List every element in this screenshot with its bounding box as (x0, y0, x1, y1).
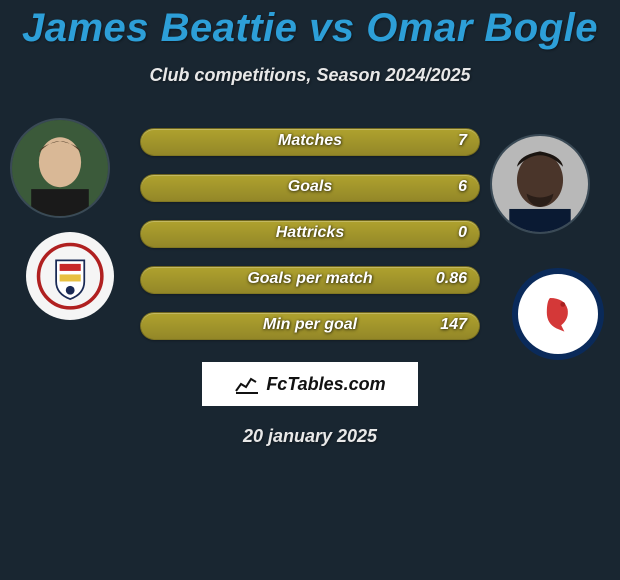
stat-label: Matches (141, 132, 479, 150)
player-right-avatar-icon (492, 136, 588, 232)
stat-label: Hattricks (141, 224, 479, 242)
stat-row: Goals per match 0.86 (140, 266, 480, 294)
stat-row: Goals 6 (140, 174, 480, 202)
club-left-badge (26, 232, 114, 320)
player-left-avatar-icon (12, 120, 108, 216)
stat-bars: Matches 7 Goals 6 Hattricks 0 Goals per … (140, 118, 480, 340)
comparison-panel: Matches 7 Goals 6 Hattricks 0 Goals per … (0, 118, 620, 447)
stat-label: Goals per match (141, 270, 479, 288)
player-left-avatar (10, 118, 110, 218)
club-right-badge-icon (526, 282, 590, 346)
subtitle: Club competitions, Season 2024/2025 (0, 65, 620, 86)
stat-label: Goals (141, 178, 479, 196)
stat-right-value: 0 (458, 224, 467, 242)
stat-right-value: 147 (440, 316, 467, 334)
club-left-badge-icon (35, 241, 105, 311)
stat-right-value: 0.86 (436, 270, 467, 288)
stat-row: Min per goal 147 (140, 312, 480, 340)
player-right-avatar (490, 134, 590, 234)
brand-text: FcTables.com (266, 374, 385, 395)
brand-box: FcTables.com (202, 362, 418, 406)
page-title: James Beattie vs Omar Bogle (0, 0, 620, 51)
brand-logo-icon (234, 373, 260, 395)
stat-right-value: 6 (458, 178, 467, 196)
stat-row: Hattricks 0 (140, 220, 480, 248)
club-right-badge (512, 268, 604, 360)
stat-right-value: 7 (458, 132, 467, 150)
stat-label: Min per goal (141, 316, 479, 334)
date-text: 20 january 2025 (0, 426, 620, 447)
stat-row: Matches 7 (140, 128, 480, 156)
